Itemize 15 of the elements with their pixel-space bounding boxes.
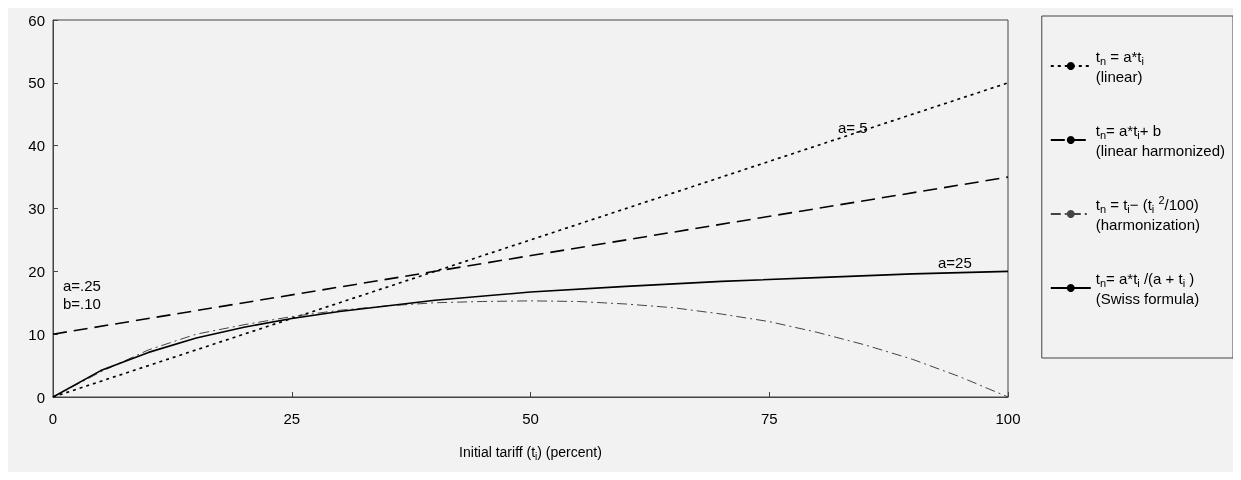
y-tick-label: 50 [28,74,45,92]
x-tick-label: 100 [995,410,1021,427]
y-tick-label: 40 [28,137,45,155]
annotation: a=25 [938,253,972,271]
x-tick-label: 25 [283,410,301,427]
x-tick-label: 0 [48,410,58,427]
y-tick-label: 60 [28,11,45,29]
x-tick-label: 75 [760,410,778,427]
annotation: a=.25 b=.10 [63,276,101,312]
y-tick-label: 30 [28,200,45,217]
y-tick-label: 0 [36,388,45,406]
y-tick-label: 20 [28,262,45,280]
y-tick-label: 10 [28,325,45,343]
annotation: a=.5 [838,118,868,136]
x-tick-label: 50 [522,410,539,427]
